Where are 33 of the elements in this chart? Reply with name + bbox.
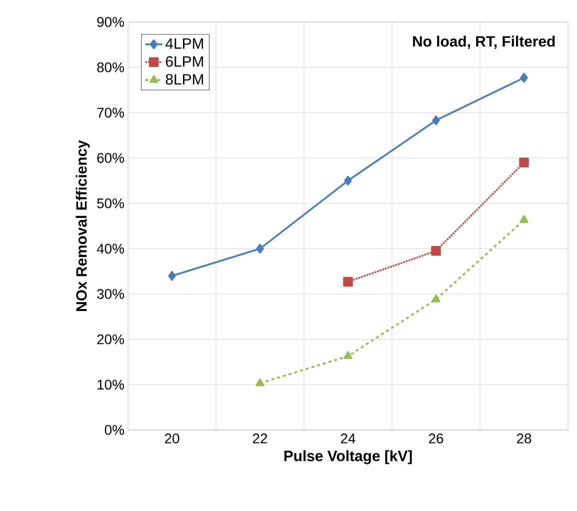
x-tick-label: 20	[164, 434, 180, 444]
y-tick-label: 90%	[97, 17, 124, 27]
x-axis-title: Pulse Voltage [kV]	[284, 450, 412, 464]
point	[256, 244, 264, 254]
point	[520, 215, 528, 223]
annotation: No load, RT, Filtered	[413, 36, 555, 49]
x-tick-label: 26	[428, 434, 444, 444]
point	[520, 72, 528, 83]
y-tick-label: 30%	[97, 289, 124, 299]
x-tick-label: 24	[340, 434, 356, 444]
y-tick-label: 0%	[104, 425, 124, 435]
y-tick-label: 20%	[97, 334, 124, 344]
y-tick-label: 60%	[97, 153, 124, 163]
x-tick-label: 22	[252, 434, 268, 444]
legend-label: 8LPM	[166, 74, 203, 85]
point	[431, 246, 441, 256]
y-tick-label: 10%	[98, 380, 124, 390]
point	[344, 351, 352, 359]
y-tick-label: 70%	[97, 108, 124, 118]
point	[343, 276, 353, 287]
point	[168, 270, 176, 281]
x-tick-label: 28	[516, 434, 532, 444]
y-tick-label: 80%	[97, 62, 124, 72]
y-tick-label: 40%	[96, 244, 124, 254]
legend-label: 6LPM	[166, 56, 203, 67]
legend-label: 4LPM	[166, 38, 203, 49]
point	[432, 294, 440, 302]
point	[432, 115, 440, 126]
y-axis-title: NOx Removal Efficiency	[76, 140, 90, 311]
y-tick-label: 50%	[97, 198, 124, 208]
point	[519, 158, 529, 168]
point	[256, 378, 264, 386]
point	[344, 176, 352, 186]
